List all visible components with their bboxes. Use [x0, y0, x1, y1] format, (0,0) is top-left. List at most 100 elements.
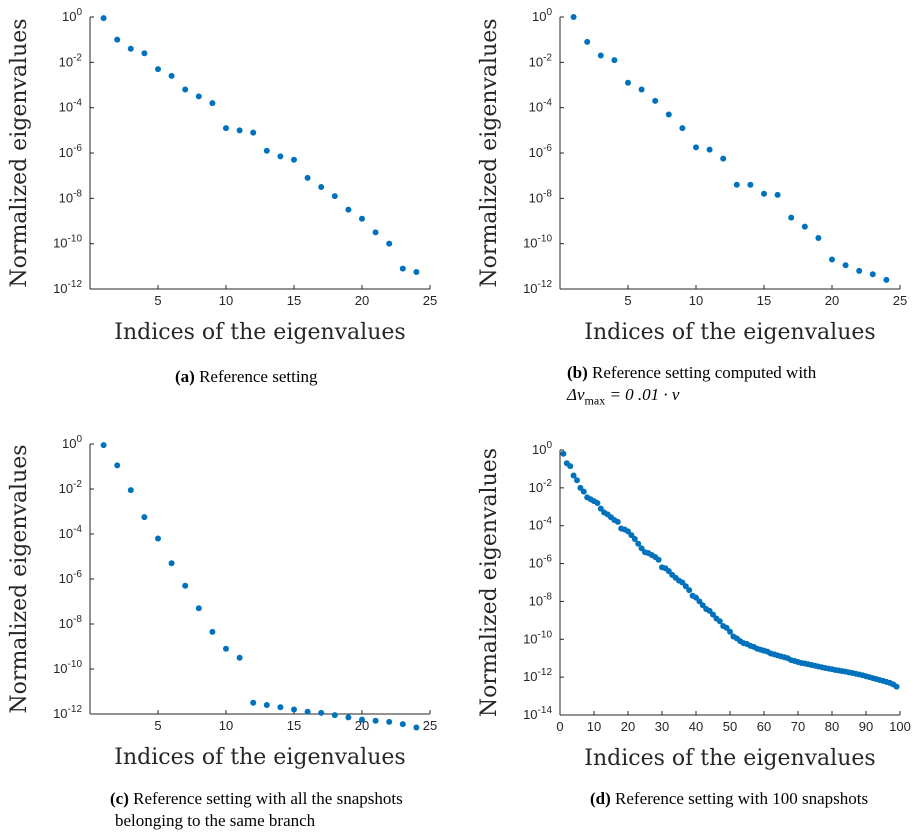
data-point [155, 66, 161, 73]
data-point [560, 450, 567, 457]
x-axis-label: Indices of the eigenvalues [584, 746, 875, 771]
y-tick-label: 10-12 [523, 279, 552, 296]
caption-c-text: Reference setting with all the snapshots [133, 789, 403, 808]
data-point [774, 191, 781, 198]
y-tick-label: 10-2 [59, 479, 83, 496]
data-point [277, 153, 284, 160]
y-tick-label: 10-8 [59, 614, 83, 631]
x-tick-label: 5 [624, 293, 631, 308]
data-point [399, 721, 406, 728]
data-point [842, 262, 849, 269]
caption-b-rest: = 0 .01 · ν [605, 385, 680, 404]
data-point [209, 628, 216, 635]
caption-a: (a) Reference setting [175, 366, 318, 388]
data-point [250, 129, 257, 136]
data-point [318, 709, 325, 716]
y-axis-label: Normalized eigenvalues [477, 18, 502, 287]
data-point [399, 265, 406, 272]
x-tick-label: 5 [154, 293, 161, 308]
data-point [574, 477, 580, 484]
data-point [733, 181, 740, 188]
y-tick-label: 10-8 [529, 591, 553, 608]
data-point [638, 86, 645, 93]
y-tick-label: 10-6 [529, 554, 553, 571]
panel-b: 5 10 15 20 25 100 10-2 10-4 10-6 10-8 10-10 10-12 In… [470, 0, 910, 350]
data-point [869, 271, 876, 278]
data-point [716, 618, 723, 625]
data-point [372, 717, 379, 724]
data-point [665, 111, 672, 118]
y-tick-label: 100 [532, 440, 552, 457]
data-point [597, 52, 604, 59]
x-tick-label: 20 [621, 719, 635, 734]
x-tick-label: 80 [825, 719, 839, 734]
x-tick-label: 10 [587, 719, 601, 734]
y-axis-label: Normalized eigenvalues [7, 444, 32, 713]
y-tick-label: 10-8 [529, 188, 553, 205]
y-tick-label: 10-2 [529, 52, 553, 69]
data-point [829, 256, 835, 263]
x-tick-label: 60 [757, 719, 771, 734]
caption-b: (b) Reference setting computed with Δνma… [567, 362, 816, 411]
caption-c: (c) Reference setting with all the snaps… [110, 788, 403, 832]
data-point [386, 240, 393, 247]
data-point [182, 582, 189, 589]
x-tick-label: 40 [689, 719, 703, 734]
x-axis-label: Indices of the eigenvalues [114, 745, 405, 770]
y-tick-label: 10-10 [523, 234, 552, 251]
data-point [693, 144, 699, 151]
y-tick-label: 10-4 [529, 98, 553, 115]
data-point [236, 654, 243, 661]
data-point [652, 97, 659, 104]
data-point [318, 184, 325, 190]
data-point [114, 36, 121, 43]
x-tick-label: 15 [287, 718, 301, 733]
y-tick-label: 10-14 [523, 705, 552, 722]
data-point [168, 560, 175, 567]
data-point [331, 193, 338, 200]
data-point [570, 14, 577, 20]
x-tick-label: 5 [154, 718, 161, 733]
y-tick-label: 10-8 [59, 188, 83, 205]
data-point [263, 702, 270, 708]
x-tick-label: 25 [423, 293, 437, 308]
data-point [720, 155, 727, 162]
data-point [706, 146, 713, 153]
data-point [727, 628, 733, 635]
data-point [223, 125, 229, 132]
x-tick-label: 25 [893, 293, 907, 308]
data-point [788, 214, 795, 221]
chart-c: 5 10 15 20 25 100 10-2 10-4 10-6 10-8 10-10 10-12 In… [7, 434, 437, 770]
x-tick-label: 10 [219, 718, 233, 733]
data-point [209, 100, 216, 107]
y-tick-label: 10-12 [523, 667, 552, 684]
x-tick-label: 10 [219, 293, 233, 308]
y-tick-label: 10-6 [59, 143, 83, 160]
y-tick-label: 10-6 [529, 143, 553, 160]
y-tick-label: 100 [62, 434, 82, 451]
data-point [567, 463, 574, 470]
x-tick-label: 50 [723, 719, 737, 734]
data-point [801, 223, 808, 230]
data-point [291, 156, 297, 163]
y-tick-label: 10-10 [523, 629, 552, 646]
caption-b-symbol: Δν [567, 385, 585, 404]
data-point [893, 683, 900, 690]
caption-d-tag: (d) [590, 789, 611, 808]
data-point [625, 79, 631, 86]
data-point [263, 147, 270, 154]
panel-c: 5 10 15 20 25 100 10-2 10-4 10-6 10-8 10-10 10-12 In… [0, 425, 440, 775]
data-point [168, 72, 175, 79]
data-point [304, 708, 311, 715]
data-point [747, 181, 754, 188]
x-tick-label: 15 [287, 293, 301, 308]
data-point [127, 487, 134, 494]
data-point [100, 442, 107, 449]
data-point [223, 645, 229, 652]
data-point [856, 267, 863, 274]
x-tick-label: 0 [556, 719, 563, 734]
data-point [635, 540, 642, 547]
data-point [182, 86, 189, 93]
data-point [611, 57, 618, 64]
panel-a: 5 10 15 20 25 100 10-2 10-4 10-6 10-8 10-10 10-12 In… [0, 0, 440, 350]
